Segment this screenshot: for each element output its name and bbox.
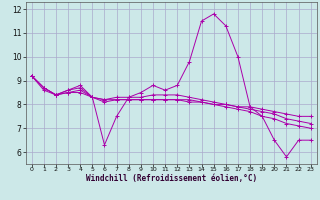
X-axis label: Windchill (Refroidissement éolien,°C): Windchill (Refroidissement éolien,°C): [86, 174, 257, 183]
